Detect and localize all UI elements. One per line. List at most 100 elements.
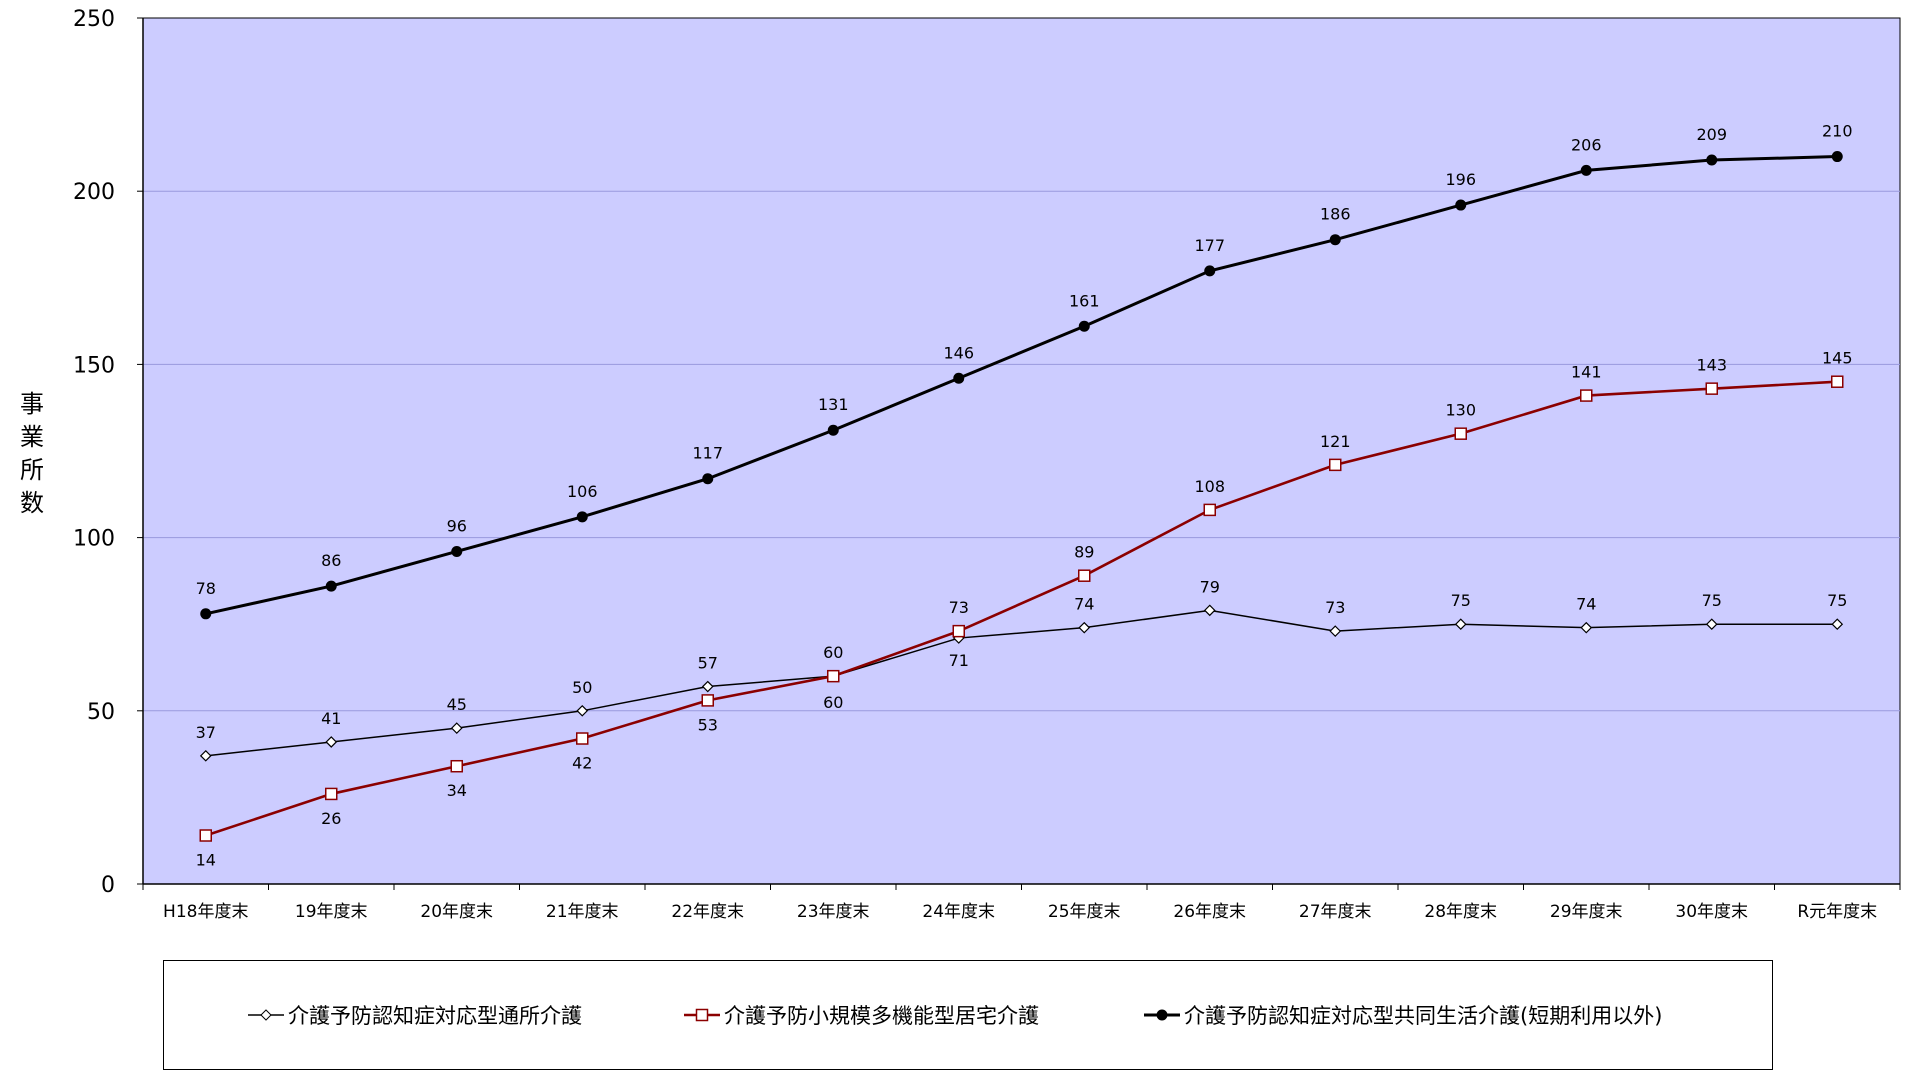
- data-label: 57: [698, 654, 718, 673]
- data-label: 186: [1320, 205, 1351, 224]
- data-point: [1329, 234, 1341, 246]
- series-3: [200, 151, 1843, 620]
- data-point: [325, 736, 338, 748]
- data-label: 60: [823, 643, 843, 662]
- data-label: 34: [447, 781, 467, 800]
- series-line: [205, 609, 1838, 757]
- data-label: 130: [1445, 401, 1476, 420]
- x-tick-label: 19年度末: [295, 902, 368, 922]
- x-tick-label: 22年度末: [671, 902, 744, 922]
- data-point: [200, 608, 212, 620]
- legend-item: 介護予防認知症対応型共同生活介護(短期利用以外): [1144, 961, 1662, 1069]
- data-point: [325, 580, 337, 592]
- y-tick-label: 250: [73, 7, 115, 32]
- data-point: [199, 749, 212, 762]
- data-label: 121: [1320, 432, 1351, 451]
- data-point: [1204, 265, 1216, 277]
- data-label: 86: [321, 551, 341, 570]
- series-2: [199, 375, 1844, 842]
- data-label: 108: [1194, 477, 1225, 496]
- x-tick-label: 28年度末: [1424, 902, 1497, 922]
- legend-swatch: [684, 1008, 720, 1022]
- data-label: 196: [1445, 170, 1476, 189]
- data-label: 106: [567, 482, 598, 501]
- legend-swatch: [1144, 1009, 1180, 1021]
- data-point: [1831, 618, 1844, 631]
- data-label: 14: [196, 851, 216, 870]
- data-label: 50: [572, 678, 592, 697]
- data-label: 73: [1325, 598, 1345, 617]
- data-label: 37: [196, 723, 216, 742]
- data-point: [1454, 618, 1467, 631]
- legend: 介護予防認知症対応型通所介護 介護予防小規模多機能型居宅介護 介護予防認知症対応型共…: [163, 960, 1773, 1070]
- data-label: 42: [572, 754, 592, 773]
- data-point: [1580, 389, 1593, 402]
- data-label: 75: [1702, 591, 1722, 610]
- data-point: [701, 680, 714, 693]
- data-point: [827, 669, 840, 683]
- data-point: [1078, 320, 1090, 332]
- data-label: 71: [949, 651, 969, 670]
- data-point: [1831, 375, 1844, 388]
- legend-label: 介護予防認知症対応型通所介護: [288, 1004, 582, 1028]
- y-tick-label: 200: [73, 180, 115, 205]
- y-tick-label: 0: [101, 873, 115, 898]
- data-point: [451, 545, 463, 557]
- data-point: [199, 829, 212, 842]
- x-tick-label: H18年度末: [163, 902, 248, 922]
- data-point: [1831, 151, 1843, 163]
- x-tick-label: 26年度末: [1173, 902, 1246, 922]
- x-tick-label: 29年度末: [1550, 902, 1623, 922]
- data-label: 78: [196, 579, 216, 598]
- data-label: 145: [1822, 349, 1853, 368]
- data-point: [1455, 199, 1467, 211]
- data-point: [576, 732, 589, 745]
- data-label: 89: [1074, 543, 1094, 562]
- data-point: [325, 787, 338, 801]
- y-axis-title: 事業所数: [20, 390, 44, 517]
- data-point: [702, 473, 714, 485]
- data-point: [1580, 164, 1592, 176]
- series-line: [205, 380, 1838, 837]
- data-point: [450, 759, 463, 773]
- line-chart: 0 50 100 150 200 250 H18年度末 19年度末 20年度末 21年度末 22年度…: [73, 7, 1901, 922]
- data-point: [576, 511, 588, 523]
- x-tick-label: 25年度末: [1048, 902, 1121, 922]
- data-point: [1203, 503, 1216, 517]
- data-label: 206: [1571, 135, 1602, 154]
- legend-item: 介護予防認知症対応型通所介護: [248, 961, 582, 1069]
- data-point: [953, 372, 965, 384]
- data-label: 161: [1069, 291, 1100, 310]
- x-tick-label: 21年度末: [546, 902, 619, 922]
- series-line: [205, 155, 1838, 616]
- data-point: [1705, 382, 1718, 395]
- data-label: 143: [1696, 356, 1727, 375]
- data-label: 45: [447, 695, 467, 714]
- plot-area: [142, 17, 1901, 885]
- data-label: 96: [447, 516, 467, 535]
- data-label: 131: [818, 395, 849, 414]
- legend-label: 介護予防認知症対応型共同生活介護(短期利用以外): [1184, 1004, 1663, 1028]
- data-point: [1203, 604, 1216, 617]
- data-label: 177: [1194, 236, 1225, 255]
- data-point: [1454, 427, 1467, 440]
- legend-label: 介護予防小規模多機能型居宅介護: [724, 1004, 1039, 1028]
- x-tick-label: 27年度末: [1299, 902, 1372, 922]
- x-tick-label: 20年度末: [420, 902, 493, 922]
- data-label: 60: [823, 693, 843, 712]
- data-point: [1706, 154, 1718, 166]
- data-label: 41: [321, 709, 341, 728]
- data-label: 141: [1571, 363, 1602, 382]
- x-tick-label: 24年度末: [922, 902, 995, 922]
- data-label: 26: [321, 809, 341, 828]
- data-label: 73: [949, 598, 969, 617]
- legend-swatch: [248, 1009, 284, 1021]
- y-tick-label: 100: [73, 527, 115, 552]
- data-point: [1329, 458, 1342, 472]
- data-point: [701, 694, 714, 707]
- data-point: [1329, 625, 1342, 637]
- data-label: 74: [1074, 595, 1094, 614]
- data-label: 79: [1200, 577, 1220, 596]
- data-point: [1580, 621, 1593, 634]
